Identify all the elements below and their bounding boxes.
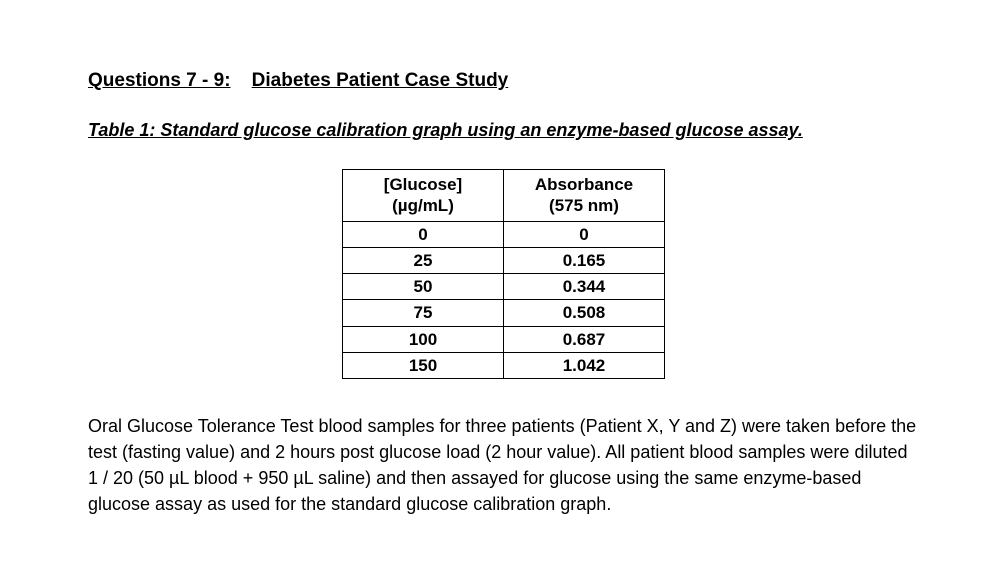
table-row: 150 1.042: [343, 352, 665, 378]
cell-absorbance: 0.508: [504, 300, 665, 326]
cell-absorbance: 1.042: [504, 352, 665, 378]
section-heading: Questions 7 - 9: Diabetes Patient Case S…: [88, 70, 919, 92]
col-header-glucose-line1: [Glucose]: [384, 175, 462, 194]
col-header-absorbance: Absorbance (575 nm): [504, 170, 665, 222]
questions-range: Questions 7 - 9:: [88, 70, 231, 91]
col-header-absorbance-line1: Absorbance: [535, 175, 633, 194]
cell-glucose: 0: [343, 221, 504, 247]
cell-glucose: 50: [343, 274, 504, 300]
calibration-table-wrap: [Glucose] (µg/mL) Absorbance (575 nm) 0 …: [88, 169, 919, 379]
cell-absorbance: 0.344: [504, 274, 665, 300]
table-row: 75 0.508: [343, 300, 665, 326]
table-row: 50 0.344: [343, 274, 665, 300]
cell-glucose: 100: [343, 326, 504, 352]
table-header-row: [Glucose] (µg/mL) Absorbance (575 nm): [343, 170, 665, 222]
col-header-glucose: [Glucose] (µg/mL): [343, 170, 504, 222]
table-row: 25 0.165: [343, 247, 665, 273]
table-row: 100 0.687: [343, 326, 665, 352]
case-study-title: Diabetes Patient Case Study: [252, 70, 509, 91]
cell-absorbance: 0: [504, 221, 665, 247]
body-paragraph: Oral Glucose Tolerance Test blood sample…: [88, 413, 919, 517]
cell-glucose: 25: [343, 247, 504, 273]
cell-absorbance: 0.165: [504, 247, 665, 273]
calibration-table: [Glucose] (µg/mL) Absorbance (575 nm) 0 …: [342, 169, 665, 379]
table-row: 0 0: [343, 221, 665, 247]
cell-glucose: 75: [343, 300, 504, 326]
cell-glucose: 150: [343, 352, 504, 378]
table-caption: Table 1: Standard glucose calibration gr…: [88, 120, 919, 141]
col-header-glucose-line2: (µg/mL): [392, 196, 454, 215]
document-page: Questions 7 - 9: Diabetes Patient Case S…: [0, 0, 1007, 517]
cell-absorbance: 0.687: [504, 326, 665, 352]
col-header-absorbance-line2: (575 nm): [549, 196, 619, 215]
